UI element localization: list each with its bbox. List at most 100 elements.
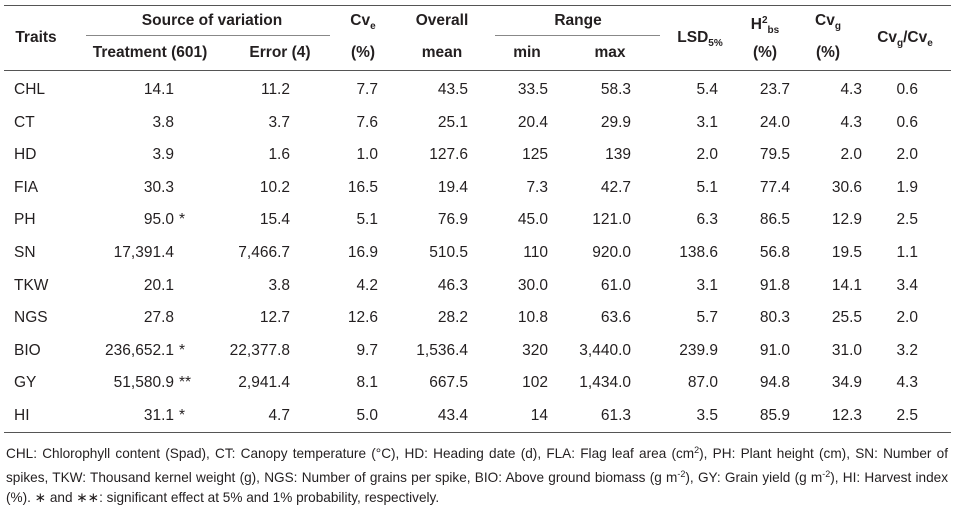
cell: 2.5 (896, 211, 918, 229)
cell: 5.4 (696, 81, 718, 98)
cell: 14.1 (143, 81, 174, 98)
cell: 1.1 (896, 244, 918, 261)
cell: 85.9 (759, 407, 790, 424)
cell: 1,434.0 (579, 374, 631, 392)
row-label: GY (14, 374, 37, 392)
cell: 87.0 (687, 374, 718, 392)
cell: 12.7 (259, 309, 290, 327)
cell: 46.3 (437, 276, 468, 294)
row-label: CT (14, 113, 35, 131)
cell: 20.4 (517, 113, 548, 131)
cell: 14 (530, 407, 548, 424)
cell: 2.0 (896, 146, 918, 164)
cell: 0.6 (896, 81, 918, 98)
cell: 4.2 (356, 276, 378, 294)
cell: 2,941.4 (238, 374, 290, 392)
cell: 30.6 (831, 178, 862, 196)
header-cell: max (594, 44, 626, 61)
cell: 76.9 (437, 211, 468, 229)
header-cell: Range (554, 12, 602, 29)
row-label: SN (14, 244, 36, 261)
cell: 10.8 (517, 309, 548, 327)
header-cell: H2bs (751, 12, 779, 40)
cell: 138.6 (679, 244, 718, 261)
cell: 3.1 (696, 276, 718, 294)
row-label: CHL (14, 81, 46, 98)
cell: 30.0 (517, 276, 548, 294)
cell: 34.9 (831, 374, 862, 392)
cell: 16.5 (347, 178, 378, 196)
cell: 20.1 (143, 276, 174, 294)
row-label: TKW (14, 276, 49, 294)
cell: 2.5 (896, 407, 918, 424)
top-rule (4, 5, 951, 6)
significance-mark: ** (179, 374, 192, 392)
cell: 23.7 (759, 81, 790, 98)
cell: 31.0 (831, 341, 862, 359)
cell: 3.8 (268, 276, 290, 294)
cell: 12.3 (831, 407, 862, 424)
footnote-text: CHL: Chlorophyll content (Spad), CT: Can… (6, 446, 695, 461)
cell: 80.3 (759, 309, 790, 327)
cell: 15.4 (259, 211, 290, 229)
header-rule (4, 70, 951, 71)
cell: 51,580.9 (113, 374, 174, 392)
header-cell: Traits (15, 29, 57, 46)
cell: 19.4 (437, 178, 468, 196)
cell: 236,652.1 (105, 341, 174, 359)
bottom-rule (4, 432, 951, 433)
cell: 29.9 (600, 113, 631, 131)
cell: 28.2 (437, 309, 468, 327)
header-text: LSD (677, 29, 709, 46)
cell: 1.0 (356, 146, 378, 164)
header-sup: 2 (761, 15, 768, 26)
header-text: Cv (350, 12, 371, 29)
cell: 11.2 (260, 81, 290, 98)
cell: 4.7 (268, 407, 290, 424)
header-sub: e (370, 21, 376, 32)
cell: 1.6 (268, 146, 290, 164)
cell: 1,536.4 (416, 341, 468, 359)
header-cell: (%) (350, 44, 376, 61)
header-sub: g (897, 38, 904, 49)
cell: 3.7 (268, 113, 290, 131)
cell: 43.4 (437, 407, 468, 424)
cell: 33.5 (517, 81, 548, 98)
cell: 4.3 (896, 374, 918, 392)
header-cell: mean (421, 44, 463, 61)
header-cell: Cve (350, 12, 375, 36)
cell: 7,466.7 (238, 244, 290, 261)
cell: 95.0 (143, 211, 174, 229)
significance-mark: * (179, 211, 186, 229)
cell: 920.0 (592, 244, 631, 261)
cell: 3.5 (696, 407, 718, 424)
header-cell: Source of variation (141, 12, 283, 29)
header-cell: min (513, 44, 541, 61)
cell: 10.2 (259, 178, 290, 196)
row-label: BIO (14, 341, 41, 359)
cell: 8.1 (356, 374, 378, 392)
cell: 63.6 (600, 309, 631, 327)
cell: 3.1 (696, 113, 718, 131)
cell: 7.3 (526, 178, 548, 196)
cell: 102 (522, 374, 548, 392)
cell: 91.8 (759, 276, 790, 294)
cell: 61.0 (600, 276, 631, 294)
cell: 6.3 (696, 211, 718, 229)
header-cell: Overall (415, 12, 469, 29)
cell: 22,377.8 (229, 341, 290, 359)
cell: 3.8 (152, 113, 174, 131)
header-text: Cv (815, 12, 835, 29)
header-sub: e (927, 38, 933, 49)
cell: 5.1 (356, 211, 378, 229)
cell: 2.0 (696, 146, 718, 164)
row-label: FIA (14, 178, 39, 196)
cell: 3.4 (896, 276, 918, 294)
header-underline (495, 35, 660, 36)
cell: 25.5 (831, 309, 862, 327)
cell: 5.7 (696, 309, 718, 327)
header-cell: (%) (752, 44, 778, 61)
row-label: HD (14, 146, 37, 164)
row-label: PH (14, 211, 36, 229)
cell: 5.0 (356, 407, 378, 424)
